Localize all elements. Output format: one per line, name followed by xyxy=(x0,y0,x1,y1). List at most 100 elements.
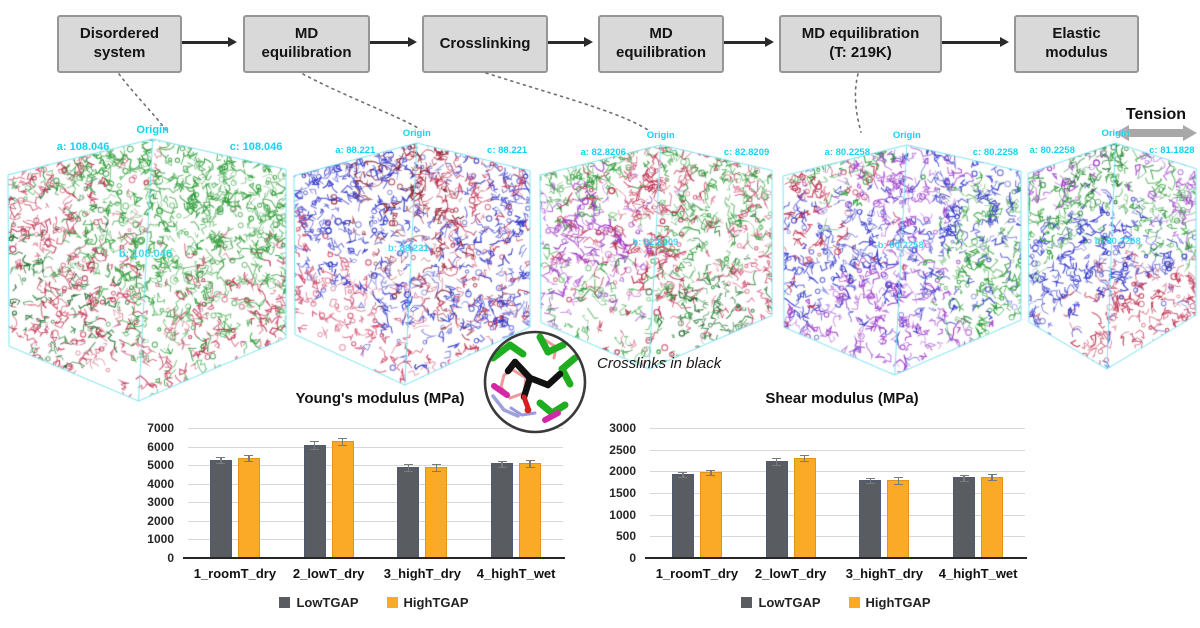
origin-label: Origin xyxy=(136,124,169,136)
x-axis-line xyxy=(645,556,1027,559)
flow-step-crosslinking: Crosslinking xyxy=(422,15,548,73)
molecular-structure-render xyxy=(1026,138,1198,374)
error-bar xyxy=(497,460,507,468)
legend-label: LowTGAP xyxy=(296,595,359,610)
bar xyxy=(519,463,542,558)
category-label: 2_lowT_dry xyxy=(754,566,827,581)
c-dimension-label: c: 81.1828 xyxy=(1149,145,1195,156)
plot-area xyxy=(645,428,1027,559)
dotted-connector-lines xyxy=(118,72,862,133)
md-snapshot-3: Origin a: 82.8206 b: 82.8209 c: 82.8209 xyxy=(538,130,774,374)
y-tick-label: 7000 xyxy=(147,421,174,435)
category-label: 4_highT_wet xyxy=(938,566,1018,581)
y-tick-label: 3000 xyxy=(147,495,174,510)
a-dimension-label: a: 80.2258 xyxy=(824,147,870,158)
y-tick-label: 4000 xyxy=(147,476,174,491)
error-bar xyxy=(987,474,997,481)
legend-item: LowTGAP xyxy=(741,595,821,610)
b-dimension-label: b: 88.221 xyxy=(388,243,429,255)
gridline xyxy=(650,536,1025,538)
error-bar xyxy=(959,475,969,482)
gridline xyxy=(650,471,1025,473)
category-label: 3_highT_dry xyxy=(845,566,924,581)
chart-title: Shear modulus (MPa) xyxy=(765,390,919,407)
error-bar xyxy=(893,476,903,485)
y-tick-label: 0 xyxy=(167,551,174,565)
b-dimension-label: b: 80.2258 xyxy=(1094,236,1141,248)
x-axis-line xyxy=(183,556,565,559)
flow-step-md-equilibration-1: MD equilibration xyxy=(243,15,370,73)
category-axis: 1_roomT_dry 2_lowT_dry 3_highT_dry 4_highT_… xyxy=(188,566,563,582)
bar xyxy=(765,460,788,558)
molecular-structure-render xyxy=(538,140,774,374)
md-snapshot-2: Origin a: 88.221 b: 88.221 c: 88.221 xyxy=(292,128,532,390)
legend-label: LowTGAP xyxy=(758,595,821,610)
y-tick-label: 500 xyxy=(615,529,636,544)
y-tick-label: 0 xyxy=(629,551,636,565)
gridline xyxy=(188,483,563,485)
flow-arrow-icon xyxy=(942,41,1006,44)
error-bar xyxy=(216,457,226,464)
c-dimension-label: c: 82.8209 xyxy=(723,147,770,158)
error-bar xyxy=(310,441,320,451)
y-axis: 0 500 1000 1500 2000 2500 3000 xyxy=(602,421,644,565)
bar xyxy=(425,467,448,558)
b-dimension-label: b: 80.2258 xyxy=(877,240,924,251)
bar xyxy=(887,479,910,558)
origin-label: Origin xyxy=(1101,128,1130,139)
error-bar xyxy=(244,454,254,463)
legend-item: HighTGAP xyxy=(386,595,469,610)
c-dimension-label: c: 108.046 xyxy=(229,141,283,153)
md-snapshot-4: Origin a: 80.2258 b: 80.2258 c: 80.2258 xyxy=(781,130,1023,380)
flow-arrow-icon xyxy=(182,41,234,44)
y-tick-label: 2000 xyxy=(609,464,636,479)
c-dimension-label: c: 80.2258 xyxy=(972,147,1019,158)
error-bar xyxy=(865,477,875,485)
flow-step-md-equilibration-219k: MD equilibration (T: 219K) xyxy=(779,15,942,73)
molecular-structure-render xyxy=(292,138,532,390)
error-bar xyxy=(706,469,716,476)
y-tick-label: 1500 xyxy=(609,486,636,500)
bar xyxy=(671,473,694,558)
tension-annotation: Tension xyxy=(1114,106,1198,147)
category-axis: 1_roomT_dry 2_lowT_dry 3_highT_dry 4_highT_… xyxy=(650,566,1025,582)
legend-swatch-icon xyxy=(741,597,753,608)
gridline xyxy=(188,520,563,522)
tension-label: Tension xyxy=(1125,106,1187,123)
bar xyxy=(953,477,976,558)
md-snapshot-1: Origin a: 108.046 b: 108.046 c: 108.046 xyxy=(6,124,288,406)
youngs-modulus-chart: Young's modulus (MPa) 0 1000 2000 3000 4000 5… xyxy=(140,390,575,628)
a-dimension-label: a: 108.046 xyxy=(56,141,110,153)
bar xyxy=(331,441,354,558)
y-tick-label: 1000 xyxy=(147,532,174,547)
bar xyxy=(981,476,1004,558)
molecular-structure-render xyxy=(6,134,288,406)
md-snapshot-5: Origin a: 80.2258 b: 80.2258 c: 81.1828 xyxy=(1026,128,1198,374)
bar xyxy=(397,467,420,558)
legend: LowTGAP HighTGAP xyxy=(185,595,563,610)
category-label: 1_roomT_dry xyxy=(193,566,277,581)
tension-double-arrow-icon xyxy=(1115,125,1197,141)
gridline xyxy=(650,428,1025,429)
a-dimension-label: a: 80.2258 xyxy=(1029,145,1075,156)
gridline xyxy=(650,514,1025,516)
y-tick-label: 3000 xyxy=(609,421,636,435)
error-bar xyxy=(678,472,688,478)
flow-arrow-icon xyxy=(548,41,590,44)
bar xyxy=(303,444,326,558)
flow-step-elastic-modulus: Elastic modulus xyxy=(1014,15,1139,73)
bar xyxy=(237,457,260,558)
chart-title: Young's modulus (MPa) xyxy=(295,390,465,407)
origin-label: Origin xyxy=(402,128,431,139)
gridline xyxy=(188,539,563,541)
category-label: 2_lowT_dry xyxy=(292,566,365,581)
legend-swatch-icon xyxy=(386,597,398,608)
y-tick-label: 1000 xyxy=(609,507,636,522)
flow-arrow-icon xyxy=(724,41,771,44)
bar xyxy=(209,459,232,558)
legend-label: HighTGAP xyxy=(865,595,931,610)
y-tick-label: 5000 xyxy=(147,458,174,473)
bar xyxy=(793,457,816,558)
error-bar xyxy=(403,464,413,472)
